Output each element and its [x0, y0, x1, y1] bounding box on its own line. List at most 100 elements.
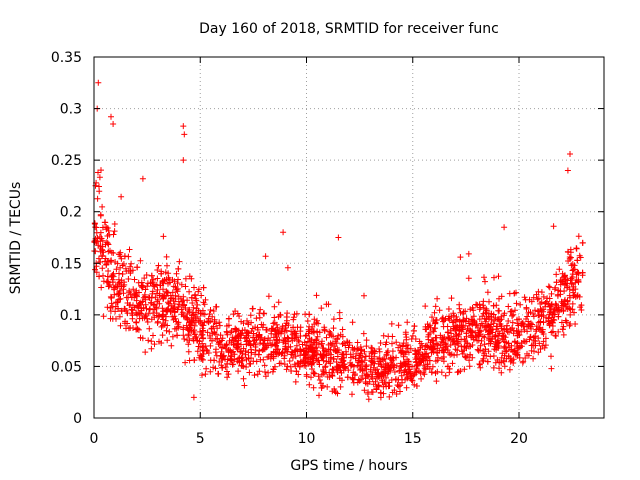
data-point	[134, 303, 141, 310]
data-point	[447, 351, 454, 358]
data-point	[455, 338, 461, 345]
data-point	[303, 371, 310, 378]
data-point	[334, 353, 341, 360]
data-point	[176, 258, 183, 265]
data-point	[403, 349, 409, 356]
data-point	[482, 278, 488, 285]
data-point	[169, 313, 176, 320]
data-point	[477, 361, 483, 368]
data-point	[509, 312, 516, 319]
data-point	[99, 203, 106, 210]
data-point	[455, 333, 462, 339]
data-point	[106, 231, 113, 238]
data-point	[439, 336, 446, 343]
data-point	[186, 308, 193, 315]
data-point	[191, 327, 198, 334]
data-point	[105, 268, 112, 274]
data-point	[476, 316, 483, 323]
data-point	[492, 332, 499, 338]
data-point	[222, 364, 229, 371]
data-point	[239, 354, 245, 361]
data-point	[421, 365, 428, 372]
x-tick-labels: 0 5 10 15 20	[90, 431, 528, 447]
data-point	[283, 348, 290, 355]
data-point	[377, 394, 384, 401]
data-point	[422, 303, 429, 310]
data-point	[239, 357, 246, 364]
data-point	[385, 383, 392, 390]
data-point	[352, 371, 358, 377]
data-point	[171, 308, 178, 315]
data-point	[499, 350, 506, 357]
data-point	[146, 294, 153, 301]
data-point	[376, 346, 383, 352]
data-point	[535, 349, 542, 356]
data-point	[361, 387, 368, 394]
data-point	[105, 227, 112, 234]
data-point	[430, 318, 437, 324]
data-point	[361, 292, 367, 299]
data-point	[205, 319, 212, 326]
data-point	[128, 260, 135, 267]
data-point	[284, 348, 291, 355]
data-point	[110, 273, 117, 280]
data-point	[100, 313, 107, 320]
data-point	[308, 339, 315, 346]
data-point	[140, 294, 147, 301]
y-tick-label: 0.35	[51, 50, 82, 66]
data-point	[365, 396, 372, 403]
data-point	[505, 353, 512, 360]
data-point	[527, 323, 534, 330]
data-point	[505, 318, 512, 324]
data-point	[109, 279, 116, 286]
data-point	[142, 286, 149, 293]
data-point	[502, 344, 509, 351]
data-point	[510, 330, 517, 337]
data-point	[484, 289, 491, 296]
y-tick-label: 0	[73, 411, 82, 427]
data-point	[330, 325, 337, 332]
data-point	[548, 290, 555, 297]
data-point	[432, 358, 439, 365]
data-point	[100, 272, 106, 279]
data-point	[140, 282, 146, 289]
data-point	[530, 313, 537, 320]
data-point	[159, 322, 166, 329]
x-tick-label: 20	[510, 431, 528, 447]
data-point	[503, 347, 510, 354]
data-point	[522, 355, 529, 361]
data-point	[398, 364, 405, 371]
data-point	[172, 315, 179, 322]
data-point	[268, 342, 275, 349]
data-point	[148, 338, 155, 345]
data-point	[488, 310, 495, 317]
data-point	[180, 293, 187, 300]
data-point	[492, 359, 499, 366]
data-point	[490, 320, 497, 327]
data-point	[151, 341, 158, 348]
data-point	[224, 360, 231, 367]
data-point	[110, 250, 117, 256]
data-point	[199, 331, 206, 338]
data-point	[440, 354, 447, 360]
data-point	[565, 258, 572, 264]
data-point	[92, 182, 99, 189]
data-point	[156, 338, 162, 345]
data-point	[481, 341, 488, 348]
data-point	[176, 301, 183, 308]
data-point	[148, 300, 155, 307]
data-point	[182, 305, 189, 311]
data-point	[308, 374, 314, 381]
data-point	[276, 360, 283, 367]
data-point	[548, 353, 554, 360]
data-point	[255, 351, 262, 358]
data-point	[224, 374, 231, 381]
data-point	[130, 286, 137, 293]
data-point	[358, 362, 364, 369]
data-point	[295, 337, 302, 344]
data-point	[202, 343, 209, 350]
data-point	[195, 343, 202, 350]
data-point	[460, 317, 467, 324]
data-point	[131, 276, 138, 283]
data-point	[427, 330, 434, 336]
